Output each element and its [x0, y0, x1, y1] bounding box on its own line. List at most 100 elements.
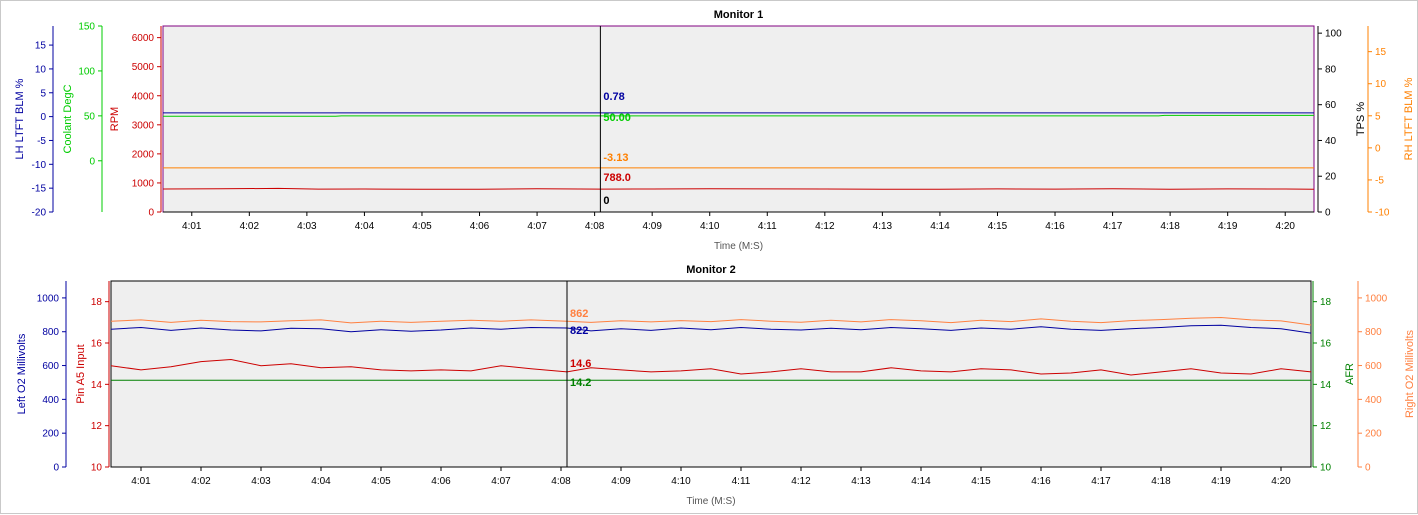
- y-tick-label: 5: [40, 88, 46, 99]
- y-axis-coolant-degc: 150 100 50 0 Coolant DegC: [62, 22, 103, 212]
- y-tick-label: -5: [37, 136, 46, 147]
- x-tick-label: 4:04: [355, 221, 375, 232]
- y-axis-left-o2-millivolts: 1000 800 600 400 200 0 Left O2 Millivolts: [16, 281, 67, 474]
- y-tick-label: 80: [1325, 64, 1337, 75]
- x-tick-label: 4:02: [191, 476, 211, 487]
- cursor-value-right-o2-millivolts: 862: [570, 308, 588, 320]
- y-tick-label: 4000: [132, 91, 155, 102]
- y-tick-label: 12: [1320, 421, 1332, 432]
- x-tick-label: 4:14: [911, 476, 931, 487]
- y-tick-label: 0: [148, 208, 154, 219]
- x-tick-label: 4:07: [491, 476, 511, 487]
- monitor-2-chart: Monitor 2 1000 800 600 400 200 0 Left O2 Milliv…: [16, 264, 1416, 507]
- y-tick-label: 40: [1325, 136, 1337, 147]
- y-tick-label: 10: [35, 64, 47, 75]
- y-axis-label: LH LTFT BLM %: [14, 78, 26, 159]
- y-tick-label: 15: [1375, 47, 1387, 58]
- x-tick-label: 4:17: [1103, 221, 1123, 232]
- y-tick-label: 10: [91, 463, 103, 474]
- x-tick-label: 4:05: [412, 221, 432, 232]
- y-tick-label: 3000: [132, 120, 155, 131]
- x-tick-label: 4:18: [1160, 221, 1180, 232]
- y-tick-label: -10: [1375, 208, 1390, 219]
- y-tick-label: 5: [1375, 111, 1381, 122]
- y-tick-label: 150: [78, 22, 95, 33]
- x-tick-label: 4:06: [431, 476, 451, 487]
- chart-title: Monitor 2: [686, 264, 736, 276]
- y-axis-pin-a5-input: 18 16 14 12 10 Pin A5 Input: [75, 281, 110, 474]
- y-tick-label: 400: [1365, 395, 1382, 406]
- y-axis-label: AFR: [1344, 363, 1356, 385]
- y-tick-label: 14: [91, 380, 103, 391]
- x-tick-label: 4:06: [470, 221, 490, 232]
- cursor-value-pin-a5-input: 14.6: [570, 358, 591, 370]
- y-axis-rpm: 6000 5000 4000 3000 2000 1000 0 RPM: [109, 26, 162, 219]
- y-tick-label: 800: [42, 327, 59, 338]
- y-axis-afr: 18 16 14 12 10 AFR: [1312, 281, 1356, 474]
- plot-area: [110, 280, 1312, 468]
- x-tick-label: 4:18: [1151, 476, 1171, 487]
- cursor-value-coolant-degc: 50.00: [603, 112, 631, 124]
- x-tick-label: 4:14: [930, 221, 950, 232]
- x-axis-label: Time (M:S): [686, 496, 735, 507]
- x-tick-label: 4:19: [1218, 221, 1238, 232]
- y-tick-label: -20: [32, 208, 47, 219]
- chart-title: Monitor 1: [714, 9, 764, 21]
- y-tick-label: -5: [1375, 175, 1384, 186]
- y-tick-label: 6000: [132, 33, 155, 44]
- cursor-value-afr: 14.2: [570, 377, 591, 389]
- cursor-value-rpm: 788.0: [603, 172, 631, 184]
- y-tick-label: 50: [84, 111, 96, 122]
- x-tick-label: 4:10: [700, 221, 720, 232]
- y-tick-label: 10: [1320, 463, 1332, 474]
- y-tick-label: 200: [1365, 429, 1382, 440]
- x-tick-label: 4:11: [732, 476, 751, 487]
- y-axis-label: TPS %: [1355, 102, 1367, 136]
- y-tick-label: 0: [53, 463, 59, 474]
- y-tick-label: 0: [1325, 208, 1331, 219]
- y-tick-label: 100: [1325, 29, 1342, 40]
- y-tick-label: 0: [1375, 143, 1381, 154]
- y-tick-label: -10: [32, 160, 47, 171]
- series-line-left-o2-millivolts: [110, 324, 1312, 334]
- x-tick-label: 4:17: [1091, 476, 1111, 487]
- y-tick-label: 600: [1365, 361, 1382, 372]
- y-tick-label: 100: [78, 66, 95, 77]
- y-tick-label: 18: [1320, 297, 1332, 308]
- x-tick-label: 4:03: [297, 221, 317, 232]
- y-tick-label: 10: [1375, 79, 1387, 90]
- x-tick-label: 4:09: [642, 221, 662, 232]
- x-axis: 4:01 4:02 4:03 4:04 4:05 4:06 4:07 4:08 4:09 4:10…: [182, 212, 1295, 232]
- x-tick-label: 4:08: [585, 221, 605, 232]
- y-tick-label: 400: [42, 395, 59, 406]
- x-tick-label: 4:09: [611, 476, 631, 487]
- y-axis-label: Coolant DegC: [62, 84, 74, 153]
- x-tick-label: 4:11: [758, 221, 777, 232]
- x-tick-label: 4:19: [1211, 476, 1231, 487]
- y-axis-label: RH LTFT BLM %: [1403, 77, 1415, 160]
- x-tick-label: 4:03: [251, 476, 271, 487]
- y-tick-label: 0: [40, 112, 46, 123]
- cursor-value-left-o2-millivolts: 822: [570, 325, 588, 337]
- cursor-value-rh-ltft-blm: -3.13: [603, 152, 628, 164]
- y-tick-label: 1000: [37, 293, 60, 304]
- x-tick-label: 4:01: [131, 476, 151, 487]
- x-axis: 4:01 4:02 4:03 4:04 4:05 4:06 4:07 4:08 4:09 4:10…: [131, 467, 1291, 487]
- y-tick-label: 2000: [132, 149, 155, 160]
- x-tick-label: 4:20: [1275, 221, 1295, 232]
- y-tick-label: 1000: [132, 178, 155, 189]
- y-axis-label: Pin A5 Input: [75, 344, 87, 403]
- x-tick-label: 4:10: [671, 476, 691, 487]
- y-axis-label: Left O2 Millivolts: [16, 333, 28, 414]
- y-tick-label: 0: [89, 156, 95, 167]
- y-tick-label: -15: [32, 184, 47, 195]
- y-axis-rh-ltft-blm: 15 10 5 0 -5 -10 RH LTFT BLM %: [1367, 26, 1415, 219]
- x-tick-label: 4:02: [240, 221, 260, 232]
- series-line-coolant-degc: [163, 114, 1314, 117]
- y-tick-label: 16: [1320, 339, 1332, 350]
- series-line-rpm: [162, 187, 1315, 190]
- x-tick-label: 4:05: [371, 476, 391, 487]
- x-axis-label: Time (M:S): [714, 241, 763, 252]
